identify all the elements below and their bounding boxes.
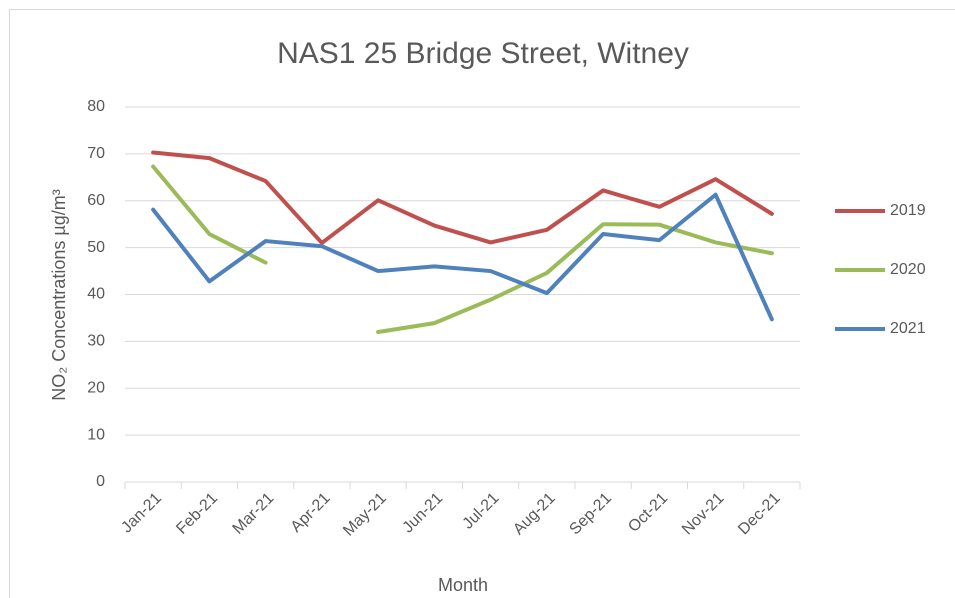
- y-tick-label: 0: [96, 473, 105, 490]
- legend-label: 2020: [890, 261, 926, 278]
- x-tick-label: Dec-21: [735, 490, 784, 539]
- x-tick-label: Feb-21: [173, 490, 221, 538]
- x-tick-label: Apr-21: [288, 490, 334, 536]
- chart-border: [9, 9, 955, 598]
- y-tick-label: 40: [87, 286, 105, 303]
- y-tick-label: 70: [87, 145, 105, 162]
- y-tick-label: 60: [87, 192, 105, 209]
- series-line: [151, 164, 774, 334]
- x-tick-label: Sep-21: [566, 490, 615, 539]
- y-tick-label: 30: [87, 333, 105, 350]
- x-tick-label: Jan-21: [118, 490, 165, 537]
- x-tick-label: Mar-21: [230, 490, 278, 538]
- y-tick-label: 80: [87, 98, 105, 115]
- x-tick-label: Nov-21: [679, 490, 728, 539]
- legend-label: 2021: [890, 320, 926, 337]
- x-tick-label: Oct-21: [625, 490, 671, 536]
- y-tick-label: 10: [87, 426, 105, 443]
- x-tick-label: May-21: [340, 490, 390, 540]
- x-tick-label: Jun-21: [400, 490, 447, 537]
- x-axis-label: Month: [438, 575, 488, 595]
- y-axis-label: NO₂ Concentrations µg/m³: [49, 189, 69, 400]
- chart-title: NAS1 25 Bridge Street, Witney: [277, 37, 689, 70]
- legend-label: 2019: [890, 202, 926, 219]
- y-tick-label: 20: [87, 379, 105, 396]
- series-line: [151, 150, 774, 245]
- x-tick-label: Aug-21: [510, 490, 559, 539]
- x-tick-label: Jul-21: [460, 490, 503, 533]
- series-line: [151, 192, 774, 322]
- y-tick-label: 50: [87, 239, 105, 256]
